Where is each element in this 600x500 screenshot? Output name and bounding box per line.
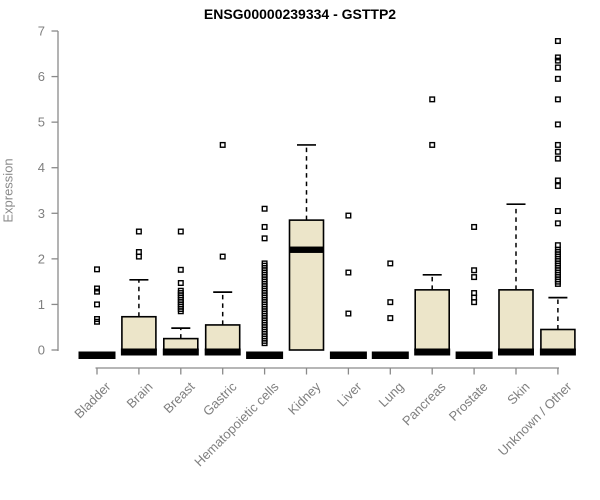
outlier-point — [261, 260, 268, 267]
median-line — [204, 348, 241, 356]
y-tick-label: 6 — [38, 69, 45, 84]
outlier-point — [554, 182, 561, 189]
outlier-point — [554, 96, 561, 103]
median-line — [539, 348, 576, 356]
median-line — [162, 348, 199, 356]
collapsed-box — [246, 351, 284, 359]
outlier-point — [93, 316, 100, 323]
y-tick-label: 7 — [38, 24, 45, 39]
outlier-point — [177, 287, 184, 294]
y-tick-label: 2 — [38, 251, 45, 266]
outlier-point — [177, 280, 184, 287]
outlier-point — [387, 315, 394, 322]
collapsed-box — [329, 351, 367, 359]
y-tick-label: 4 — [38, 160, 45, 175]
collapsed-box — [78, 351, 116, 359]
outlier-point — [345, 269, 352, 276]
median-line — [414, 348, 451, 356]
collapsed-box — [455, 351, 493, 359]
outlier-point — [554, 177, 561, 184]
boxplot-box — [204, 324, 241, 351]
outlier-point — [471, 274, 478, 281]
outlier-point — [554, 57, 561, 64]
median-line — [498, 348, 534, 356]
outlier-point — [554, 121, 561, 128]
outlier-point — [471, 267, 478, 274]
boxplot-box — [163, 337, 199, 351]
outlier-point — [387, 260, 394, 267]
outlier-point — [177, 266, 184, 273]
outlier-point — [554, 155, 561, 162]
outlier-point — [554, 54, 561, 61]
outlier-point — [554, 38, 561, 45]
outlier-point — [554, 75, 561, 82]
boxplot-box — [414, 289, 451, 351]
outlier-point — [261, 223, 268, 230]
outlier-point — [471, 290, 478, 297]
outlier-point — [429, 96, 436, 103]
outlier-point — [135, 249, 142, 256]
outlier-point — [554, 64, 561, 71]
y-tick-label: 0 — [38, 343, 45, 358]
outlier-point — [554, 208, 561, 215]
outlier-point — [93, 266, 100, 273]
outlier-point — [554, 220, 561, 227]
outlier-point — [387, 299, 394, 306]
collapsed-box — [371, 351, 409, 359]
outlier-point — [554, 242, 561, 249]
outlier-point — [135, 228, 142, 235]
boxplot-box — [288, 219, 325, 351]
outlier-point — [93, 285, 100, 292]
outlier-point — [261, 235, 268, 242]
boxplot-box — [540, 328, 576, 351]
outlier-point — [471, 223, 478, 230]
median-line — [289, 246, 324, 253]
outlier-point — [554, 141, 561, 148]
outlier-point — [429, 141, 436, 148]
y-tick-label: 3 — [38, 206, 45, 221]
outlier-point — [261, 205, 268, 212]
median-line — [120, 348, 157, 356]
outlier-point — [93, 301, 100, 308]
outlier-point — [219, 253, 226, 260]
outlier-point — [93, 288, 100, 295]
outlier-point — [345, 212, 352, 219]
y-tick-label: 1 — [38, 297, 45, 312]
y-tick-label: 5 — [38, 115, 45, 130]
outlier-point — [177, 228, 184, 235]
outlier-point — [219, 141, 226, 148]
boxplot-box — [498, 289, 534, 351]
outlier-point — [345, 310, 352, 317]
chart-title: ENSG00000239334 - GSTTP2 — [203, 6, 397, 22]
boxplot-box — [121, 315, 157, 351]
outlier-point — [554, 148, 561, 155]
